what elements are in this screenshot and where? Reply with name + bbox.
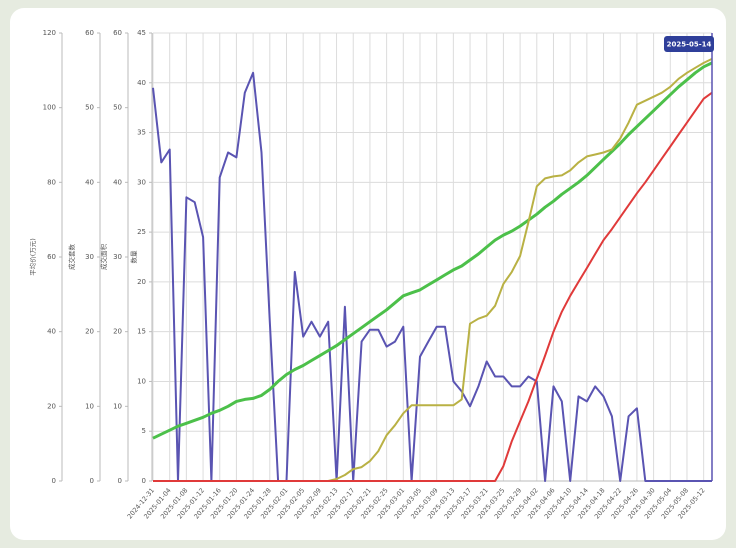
y-axis-title: 平均价(万元) xyxy=(28,238,37,276)
y-axis-title: 成交面积 xyxy=(99,244,108,271)
y-tick-label: 35 xyxy=(137,129,146,137)
y-tick-label: 40 xyxy=(85,178,94,186)
y-tick-label: 60 xyxy=(113,29,122,37)
y-tick-label: 0 xyxy=(90,477,94,485)
date-marker-box xyxy=(664,36,714,52)
y-tick-label: 80 xyxy=(47,178,56,186)
series-line xyxy=(152,71,712,482)
y-axis-title: 数量 xyxy=(129,250,138,264)
y-tick-label: 60 xyxy=(47,253,56,261)
y-tick-label: 0 xyxy=(142,477,146,485)
y-tick-label: 10 xyxy=(85,402,94,410)
y-axis-title: 成交套数 xyxy=(67,244,76,271)
series-line xyxy=(152,61,713,440)
y-tick-label: 40 xyxy=(113,178,122,186)
series-line xyxy=(153,91,713,482)
y-tick-label: 20 xyxy=(113,328,122,336)
y-tick-label: 40 xyxy=(47,328,56,336)
y-tick-label: 100 xyxy=(43,104,56,112)
y-tick-label: 50 xyxy=(113,104,122,112)
y-tick-label: 10 xyxy=(113,402,122,410)
card xyxy=(10,8,726,540)
y-tick-label: 20 xyxy=(85,328,94,336)
y-tick-label: 0 xyxy=(118,477,122,485)
y-tick-label: 5 xyxy=(142,427,146,435)
y-tick-label: 20 xyxy=(137,278,146,286)
y-tick-label: 60 xyxy=(85,29,94,37)
y-tick-label: 30 xyxy=(85,253,94,261)
date-marker-label: 2025-05-14 xyxy=(667,41,712,49)
y-tick-label: 40 xyxy=(137,79,146,87)
y-tick-label: 30 xyxy=(137,178,146,186)
y-tick-label: 120 xyxy=(43,29,56,37)
y-tick-label: 10 xyxy=(137,377,146,385)
y-tick-label: 15 xyxy=(137,328,146,336)
y-tick-label: 50 xyxy=(85,104,94,112)
y-tick-label: 45 xyxy=(137,29,146,37)
y-tick-label: 30 xyxy=(113,253,122,261)
y-tick-label: 0 xyxy=(52,477,56,485)
y-tick-label: 25 xyxy=(137,228,146,236)
y-tick-label: 20 xyxy=(47,402,56,410)
